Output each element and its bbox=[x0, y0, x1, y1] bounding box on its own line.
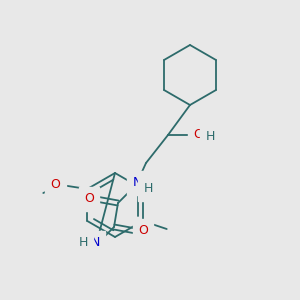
Text: H: H bbox=[205, 130, 215, 142]
Text: O: O bbox=[50, 178, 60, 191]
Text: N: N bbox=[90, 236, 100, 250]
Text: H: H bbox=[78, 236, 88, 250]
Text: H: H bbox=[143, 182, 153, 196]
Text: N: N bbox=[132, 176, 142, 190]
Text: O: O bbox=[84, 193, 94, 206]
Text: O: O bbox=[193, 128, 203, 142]
Text: O: O bbox=[138, 224, 148, 238]
